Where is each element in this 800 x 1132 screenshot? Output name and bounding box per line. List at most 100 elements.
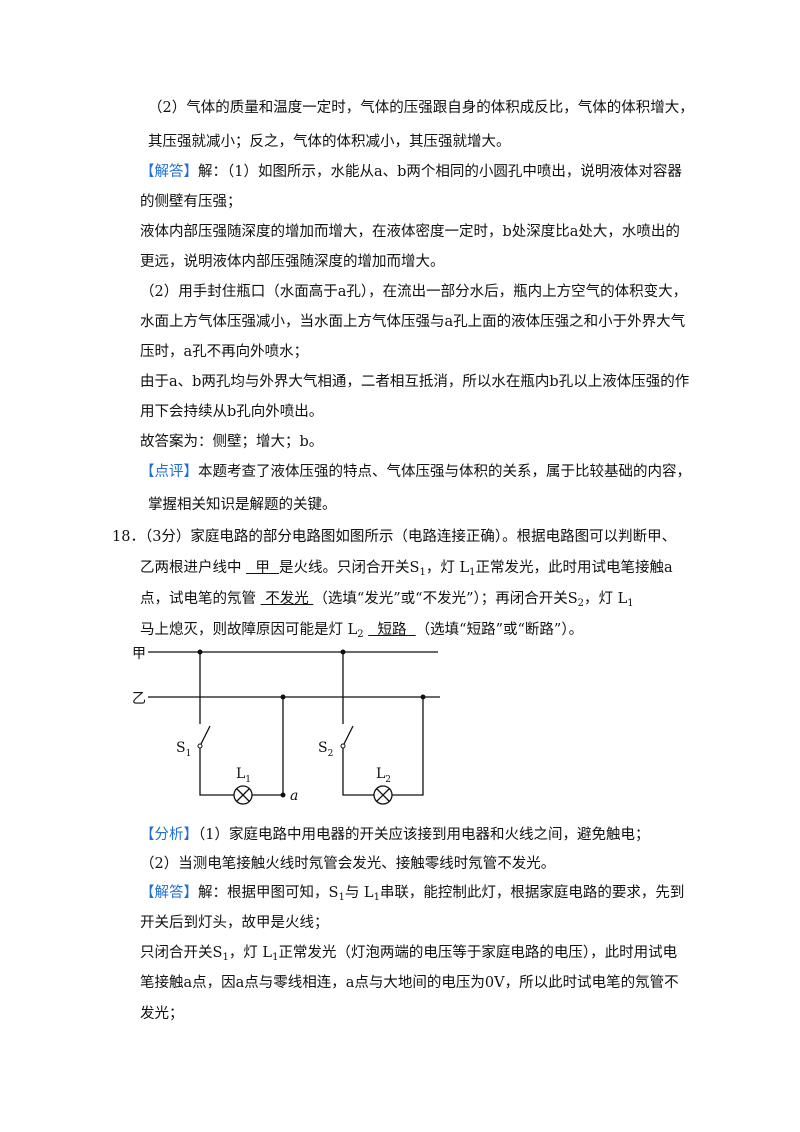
text: ，灯 L (425, 560, 470, 576)
text: 更远，说明液体内部压强随深度的增加而增大。 (140, 254, 445, 270)
junction (280, 694, 286, 700)
text: （2）当测电笔接触火线时氖管会发光、接触零线时氖管不发光。 (140, 856, 556, 872)
text-line: （2）当测电笔接触火线时氖管会发光、接触零线时氖管不发光。 (140, 854, 555, 874)
text-line: 更远，说明液体内部压强随深度的增加而增大。 (140, 252, 445, 272)
lamp-label: L2 (376, 766, 391, 785)
text: 解：（1）如图所示，水能从a、b两个相同的小圆孔中喷出，说明液体对容器 (198, 164, 682, 180)
text: 水面上方气体压强减小，当水面上方气体压强与a孔上面的液体压强之和小于外界大气 (140, 314, 686, 330)
text-line: 笔接触a点，因a点与零线相连，a点与大地间的电压为0V，所以此时试电笔的氖管不 (140, 973, 679, 993)
text-line: 水面上方气体压强减小，当水面上方气体压强与a孔上面的液体压强之和小于外界大气 (140, 312, 685, 332)
subscript: 2 (357, 629, 364, 640)
text-line: 用下会持续从b孔向外喷出。 (140, 402, 323, 422)
text: 解：根据甲图可知，S (198, 885, 339, 901)
subscript: 1 (469, 567, 476, 578)
text: 是火线。只闭合开关S (279, 560, 420, 576)
text: 点，试电笔的氖管 (140, 591, 261, 607)
lamp-cross (236, 788, 250, 802)
junction (420, 694, 426, 700)
text: 压时，a孔不再向外喷水； (140, 344, 309, 360)
wire (342, 652, 424, 796)
text-line: （2）气体的质量和温度一定时，气体的压强跟自身的体积成反比，气体的体积增大， (148, 98, 694, 118)
text: （2）用手封住瓶口（水面高于a孔），在流出一部分水后，瓶内上方空气的体积变大， (140, 284, 688, 300)
section-tag: 【分析】 (140, 827, 198, 843)
text: 液体内部压强随深度的增加而增大，在液体密度一定时，b处深度比a处大，水喷出的 (140, 224, 680, 240)
text-line: （2）用手封住瓶口（水面高于a孔），在流出一部分水后，瓶内上方空气的体积变大， (140, 282, 687, 302)
text: （2）气体的质量和温度一定时，气体的压强跟自身的体积成反比，气体的体积增大， (148, 100, 694, 116)
section-tag: 【点评】 (140, 464, 198, 480)
text-line: 【分析】（1）家庭电路中用电器的开关应该接到用电器和火线之间，避免触电； (140, 825, 649, 845)
text-line: 发光； (140, 1004, 184, 1024)
junction (280, 792, 286, 798)
text: 掌握相关知识是解题的关键。 (148, 497, 337, 513)
subscript: 1 (245, 775, 251, 785)
text-line: 压时，a孔不再向外喷水； (140, 342, 308, 362)
junction (340, 649, 346, 655)
subscript: 1 (373, 892, 380, 903)
text-line: 掌握相关知识是解题的关键。 (148, 495, 337, 515)
subscript: 1 (627, 598, 634, 609)
lamp (233, 785, 253, 805)
subscript: 1 (419, 567, 426, 578)
switch-label: S1 (176, 740, 191, 759)
text: ，灯 L (584, 591, 628, 607)
text: 故答案为：侧壁；增大；b。 (140, 434, 324, 450)
subscript: 2 (577, 598, 585, 609)
subscript: 2 (328, 749, 334, 759)
lamp-cross (376, 788, 390, 802)
text-line: 18．（3分）家庭电路的部分电路图如图所示（电路连接正确）。根据电路图可以判断甲… (112, 527, 676, 547)
junction (197, 649, 203, 655)
text-line: 【解答】解：根据甲图可知，S1与 L1串联，能控制此灯，根据家庭电路的要求，先到 (140, 883, 684, 908)
text-line: 故答案为：侧壁；增大；b。 (140, 432, 323, 452)
text: （选填“短路”或“断路”）。 (415, 622, 584, 638)
lamp (373, 785, 393, 805)
subscript: 1 (272, 952, 279, 963)
answer: 不发光 (260, 591, 314, 607)
letter: L (236, 766, 245, 782)
subscript: 1 (186, 749, 192, 759)
text-line: 【解答】解：（1）如图所示，水能从a、b两个相同的小圆孔中喷出，说明液体对容器 (140, 162, 682, 182)
text: 开关后到灯头，故甲是火线； (140, 915, 329, 931)
text-line: 点，试电笔的氖管 不发光 （选填“发光”或“不发光”）；再闭合开关S2，灯 L1 (140, 589, 634, 614)
text: 正常发光（灯泡两端的电压等于家庭电路的电压），此时用试电 (278, 945, 678, 961)
letter: S (176, 740, 186, 756)
text: ，灯 L (228, 945, 273, 961)
text: 18．（3分）家庭电路的部分电路图如图所示（电路连接正确）。根据电路图可以判断甲… (112, 529, 677, 545)
text: 用下会持续从b孔向外喷出。 (140, 404, 324, 420)
subscript: 1 (222, 952, 229, 963)
lamp-label: L1 (236, 766, 251, 785)
text-line: 的侧壁有压强； (140, 192, 242, 212)
letter: S (318, 740, 328, 756)
text: 本题考查了液体压强的特点、气体压强与体积的关系，属于比较基础的内容， (198, 464, 691, 480)
text: 正常发光，此时用试电笔接触a (475, 560, 673, 576)
text: 发光； (140, 1006, 184, 1022)
switch-contact (197, 743, 203, 749)
text-line: 由于a、b两孔均与外界大气相通，二者相互抵消，所以水在瓶内b孔以上液体压强的作 (140, 372, 689, 392)
letter: L (376, 766, 385, 782)
switch-contact (340, 743, 346, 749)
text: 笔接触a点，因a点与零线相连，a点与大地间的电压为0V，所以此时试电笔的氖管不 (140, 975, 679, 991)
text: 马上熄灭，则故障原因可能是灯 L (140, 622, 358, 638)
text-line: 开关后到灯头，故甲是火线； (140, 913, 329, 933)
text: 乙两根进户线中 (140, 560, 247, 576)
text: 由于a、b两孔均与外界大气相通，二者相互抵消，所以水在瓶内b孔以上液体压强的作 (140, 374, 690, 390)
answer: 短路 (368, 622, 416, 638)
text: 串联，能控制此灯，根据家庭电路的要求，先到 (379, 885, 685, 901)
subscript: 1 (338, 892, 345, 903)
text-line: 马上熄灭，则故障原因可能是灯 L2 短路 （选填“短路”或“断路”）。 (140, 620, 583, 645)
text-line: 其压强就减小；反之，气体的体积减小，其压强就增大。 (148, 132, 511, 152)
answer: 甲 (246, 560, 280, 576)
text: （1）家庭电路中用电器的开关应该接到用电器和火线之间，避免触电； (198, 827, 650, 843)
text-line: 乙两根进户线中 甲 是火线。只闭合开关S1，灯 L1正常发光，此时用试电笔接触a (140, 558, 673, 583)
neutral-wire-label: 乙 (132, 691, 146, 707)
text-line: 只闭合开关S1，灯 L1正常发光（灯泡两端的电压等于家庭电路的电压），此时用试电 (140, 943, 677, 968)
text-line: 【点评】本题考查了液体压强的特点、气体压强与体积的关系，属于比较基础的内容， (140, 462, 691, 482)
section-tag: 【解答】 (140, 164, 198, 180)
section-tag: 【解答】 (140, 885, 198, 901)
text: 的侧壁有压强； (140, 194, 242, 210)
live-wire-label: 甲 (132, 646, 146, 662)
text: （选填“发光”或“不发光”）；再闭合开关S (313, 591, 578, 607)
text: 只闭合开关S (140, 945, 223, 961)
text: 与 L (344, 885, 374, 901)
